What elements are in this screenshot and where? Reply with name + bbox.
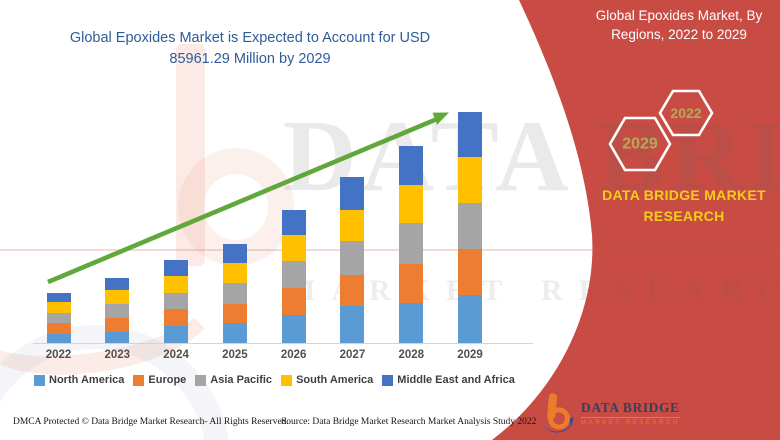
- brand-line2: RESEARCH: [643, 208, 725, 224]
- legend-label: Middle East and Africa: [397, 374, 515, 386]
- segment-2024-middle-east-and-africa: [164, 260, 189, 276]
- segment-2028-north-america: [399, 303, 424, 343]
- x-axis-label-2022: 2022: [45, 349, 72, 361]
- legend-label: Asia Pacific: [210, 374, 273, 386]
- x-axis-label-2024: 2024: [163, 349, 189, 361]
- segment-2029-asia-pacific: [458, 203, 483, 249]
- legend-swatch-icon: [195, 374, 207, 386]
- segment-2025-middle-east-and-africa: [222, 244, 247, 263]
- segment-2029-south-america: [458, 157, 483, 203]
- bar-2023: [105, 278, 130, 343]
- x-axis-label-2029: 2029: [457, 349, 483, 361]
- segment-2029-middle-east-and-africa: [458, 112, 483, 157]
- segment-2029-north-america: [458, 295, 483, 343]
- x-axis-label-2026: 2026: [280, 349, 307, 361]
- segment-2023-south-america: [105, 290, 130, 304]
- segment-2025-south-america: [222, 263, 247, 283]
- year-hexagons: 2029 2022: [608, 89, 714, 172]
- legend-item-south-america: South America: [281, 374, 373, 386]
- bar-2027: [340, 177, 365, 343]
- bar-2026: [281, 210, 306, 343]
- segment-2025-europe: [222, 304, 247, 323]
- segment-2024-europe: [164, 309, 189, 326]
- legend-item-north-america: North America: [34, 374, 124, 386]
- segment-2028-asia-pacific: [399, 223, 424, 264]
- legend-swatch-icon: [34, 374, 45, 386]
- hexagon-2029-label: 2029: [622, 136, 658, 153]
- segment-2022-europe: [46, 323, 71, 334]
- segment-2023-north-america: [105, 332, 130, 343]
- logo-b-icon: [540, 393, 574, 433]
- legend-label: South America: [296, 374, 374, 386]
- panel-title: Global Epoxides Market, By Regions, 2022…: [595, 8, 763, 42]
- chart-legend: North America Europe Asia Pacific South Ame…: [34, 374, 515, 386]
- brand-name: DATA BRIDGE MARKET RESEARCH: [588, 185, 780, 227]
- x-axis-label-2023: 2023: [104, 349, 131, 361]
- segment-2026-south-america: [281, 235, 306, 261]
- segment-2024-south-america: [164, 276, 189, 293]
- segment-2025-asia-pacific: [222, 283, 247, 304]
- company-logo: DATA BRIDGE MARKET RESEARCH: [540, 390, 680, 436]
- legend-item-middle-east-and-africa: Middle East and Africa: [382, 374, 515, 386]
- segment-2024-north-america: [164, 326, 189, 343]
- segment-2026-middle-east-and-africa: [281, 210, 306, 235]
- segment-2022-asia-pacific: [46, 313, 71, 323]
- segment-2029-europe: [458, 249, 483, 295]
- segment-2022-south-america: [46, 302, 71, 313]
- segment-2023-asia-pacific: [105, 304, 130, 318]
- segment-2028-middle-east-and-africa: [399, 146, 424, 185]
- legend-swatch-icon: [133, 374, 145, 386]
- source-note: Source: Data Bridge Market Research Mark…: [281, 417, 537, 427]
- segment-2023-middle-east-and-africa: [105, 278, 130, 290]
- x-axis-label-2028: 2028: [398, 349, 425, 361]
- segment-2027-south-america: [340, 210, 365, 241]
- logo-tagline: MARKET RESEARCH: [581, 420, 680, 426]
- bar-2024: [164, 260, 189, 343]
- segment-2026-north-america: [281, 315, 306, 343]
- segment-2027-middle-east-and-africa: [340, 177, 365, 210]
- logo-name: DATA BRIDGE: [581, 400, 680, 418]
- segment-2028-europe: [399, 264, 424, 303]
- segment-2024-asia-pacific: [164, 293, 189, 309]
- segment-2026-europe: [281, 288, 306, 315]
- segment-2022-middle-east-and-africa: [46, 293, 71, 302]
- legend-swatch-icon: [382, 374, 394, 386]
- legend-item-europe: Europe: [133, 374, 186, 386]
- hexagon-2022-label: 2022: [670, 105, 701, 121]
- dmca-notice: DMCA Protected © Data Bridge Market Rese…: [13, 417, 289, 427]
- brand-line1: DATA BRIDGE MARKET: [602, 187, 766, 203]
- segment-2026-asia-pacific: [281, 261, 306, 288]
- bar-2028: [399, 146, 424, 343]
- legend-label: Europe: [148, 374, 187, 386]
- bar-2022: [46, 293, 71, 343]
- legend-label: North America: [49, 374, 125, 386]
- legend-swatch-icon: [281, 374, 293, 386]
- bar-2025: [222, 244, 247, 343]
- segment-2023-europe: [105, 318, 130, 332]
- chart-headline: Global Epoxides Market is Expected to Ac…: [69, 30, 431, 68]
- bar-2029: [458, 112, 483, 343]
- x-axis-label-2027: 2027: [339, 349, 366, 361]
- segment-2025-north-america: [222, 323, 247, 343]
- segment-2027-north-america: [340, 306, 365, 343]
- legend-item-asia-pacific: Asia Pacific: [195, 374, 272, 386]
- segment-2022-north-america: [46, 334, 71, 343]
- segment-2027-asia-pacific: [340, 241, 365, 275]
- x-axis-label-2025: 2025: [222, 349, 248, 361]
- x-axis-line: [33, 343, 533, 344]
- segment-2027-europe: [340, 275, 365, 306]
- segment-2028-south-america: [399, 185, 424, 223]
